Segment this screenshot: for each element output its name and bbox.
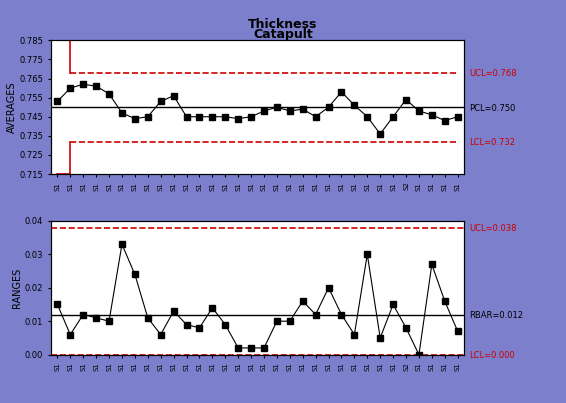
Y-axis label: RANGES: RANGES <box>12 268 22 308</box>
Text: Catapult: Catapult <box>253 28 313 41</box>
Text: Thickness: Thickness <box>248 18 318 31</box>
Y-axis label: AVERAGES: AVERAGES <box>7 81 16 133</box>
